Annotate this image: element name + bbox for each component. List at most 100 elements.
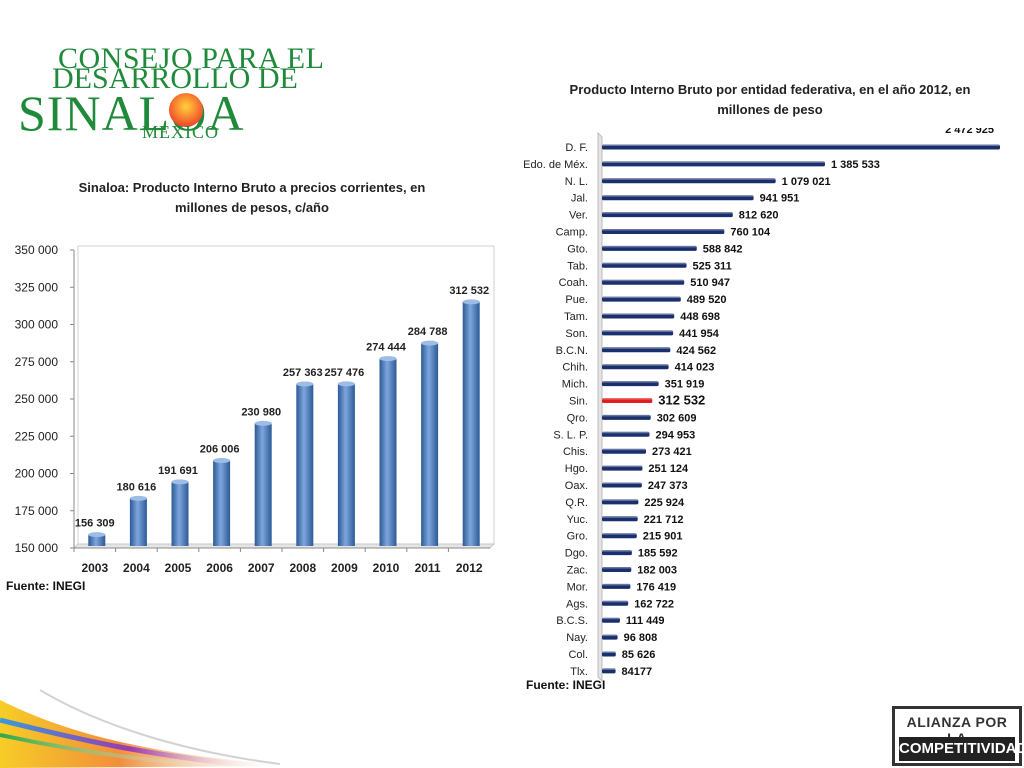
bar-category-label: Hgo. xyxy=(565,463,588,475)
bar xyxy=(602,212,733,218)
bar-value-label: 247 373 xyxy=(648,480,688,492)
bar xyxy=(602,499,639,505)
bar xyxy=(602,279,685,285)
bar xyxy=(602,161,825,167)
bar-sheen xyxy=(602,212,733,214)
left-chart-source: Fuente: INEGI xyxy=(6,579,86,593)
decorative-swoosh xyxy=(0,689,300,768)
column-value-label: 284 788 xyxy=(408,326,448,338)
logo-line-mexico: MEXICO xyxy=(142,122,219,142)
bar-sheen xyxy=(602,499,639,501)
bar-category-label: B.C.S. xyxy=(556,615,588,627)
sun-icon xyxy=(169,93,203,127)
bar-sheen xyxy=(602,161,825,163)
bar-category-label: Yuc. xyxy=(567,514,588,526)
bar-sheen xyxy=(602,245,697,248)
x-tick-label: 2006 xyxy=(206,561,233,575)
bar-sheen xyxy=(602,651,616,653)
x-tick-label: 2005 xyxy=(165,561,192,575)
column-bar-top xyxy=(129,495,147,501)
bar-value-label: 525 311 xyxy=(693,260,732,272)
column-bar xyxy=(379,358,397,546)
bar xyxy=(602,482,642,488)
bar-value-label: 251 124 xyxy=(648,463,689,475)
x-tick-label: 2009 xyxy=(331,561,358,575)
bar-category-label: Ags. xyxy=(566,598,588,610)
bar-sheen xyxy=(602,516,638,518)
bar-category-label: Edo. de Méx. xyxy=(523,159,588,171)
x-tick-label: 2011 xyxy=(415,561,441,575)
bar xyxy=(602,364,669,370)
bar xyxy=(602,533,637,539)
bar-category-label: Mich. xyxy=(562,379,588,391)
column-bar-top xyxy=(171,479,189,485)
bar-category-label: Coah. xyxy=(559,277,588,289)
left-chart-title: Sinaloa: Producto Interno Bruto a precio… xyxy=(78,180,426,215)
x-tick-label: 2007 xyxy=(248,561,275,575)
bar xyxy=(602,144,1000,150)
column-bar-top xyxy=(379,356,397,362)
bar-sheen xyxy=(602,634,618,637)
column-value-label: 191 691 xyxy=(158,465,198,477)
bar-value-label: 185 592 xyxy=(638,548,678,560)
bar xyxy=(602,567,632,572)
bar-category-label: Tab. xyxy=(567,260,588,272)
column-bar xyxy=(421,343,439,546)
bar xyxy=(602,448,647,454)
bar-sheen xyxy=(602,144,1000,146)
bar xyxy=(602,245,697,251)
bar-category-label: Gro. xyxy=(567,531,588,543)
column-bar xyxy=(337,383,355,546)
bar-sheen xyxy=(602,296,681,299)
column-bar-top xyxy=(88,532,106,538)
logo-line-desarrollo: DESARROLLO DE xyxy=(52,62,298,95)
column-value-label: 156 309 xyxy=(75,518,115,530)
column-bar xyxy=(171,481,189,546)
column-value-label: 180 616 xyxy=(117,481,157,493)
bar-category-label: Tlx. xyxy=(570,666,588,678)
bar-sheen xyxy=(602,330,674,332)
bar xyxy=(602,414,651,420)
bar xyxy=(602,600,629,606)
y-tick-label: 275 000 xyxy=(15,355,59,369)
bar-value-label: 182 003 xyxy=(637,565,677,577)
bar xyxy=(602,668,616,674)
column-value-label: 274 444 xyxy=(366,342,407,354)
y-tick-label: 250 000 xyxy=(15,392,59,406)
y-tick-label: 225 000 xyxy=(15,429,59,443)
bar xyxy=(602,516,638,522)
bar-value-label: 294 953 xyxy=(655,429,695,441)
x-tick-label: 2004 xyxy=(123,561,150,575)
y-tick-label: 175 000 xyxy=(15,504,59,518)
bar-category-label: N. L. xyxy=(565,176,588,188)
bar-value-label: 1 385 533 xyxy=(831,159,880,171)
bar xyxy=(602,583,631,589)
consejo-logo: CONSEJO PARA EL DESARROLLO DE SINALOA ME… xyxy=(18,40,324,142)
bar-sheen xyxy=(602,398,653,400)
bar xyxy=(602,465,643,471)
bar-category-label: Son. xyxy=(565,328,588,340)
y-tick-label: 300 000 xyxy=(15,318,59,332)
bar-value-label: 176 419 xyxy=(636,581,676,593)
bar-category-label: D. F. xyxy=(565,142,588,154)
bar-sheen xyxy=(602,195,754,197)
bar-category-label: Chih. xyxy=(562,362,588,374)
bar-value-label: 351 919 xyxy=(665,379,705,391)
bar-sheen xyxy=(602,414,651,417)
column-bar-top xyxy=(421,340,439,346)
column-bar xyxy=(213,460,231,546)
bar xyxy=(602,195,754,201)
bar-sheen xyxy=(602,482,642,484)
right-chart-title: Producto Interno Bruto por entidad feder… xyxy=(569,82,971,117)
bar-sheen xyxy=(602,262,687,265)
bar-category-label: B.C.N. xyxy=(556,345,588,357)
bar-category-label: Col. xyxy=(568,649,588,661)
bar-category-label: Sin. xyxy=(569,396,588,408)
column-bar xyxy=(254,423,272,546)
column-bar xyxy=(88,534,106,546)
bar xyxy=(602,330,674,336)
bar-sheen xyxy=(602,229,725,231)
bar-sheen xyxy=(602,347,671,349)
alianza-logo: ALIANZA POR LA COMPETITIVIDAD xyxy=(892,706,1024,766)
column-bar-top xyxy=(296,381,314,387)
